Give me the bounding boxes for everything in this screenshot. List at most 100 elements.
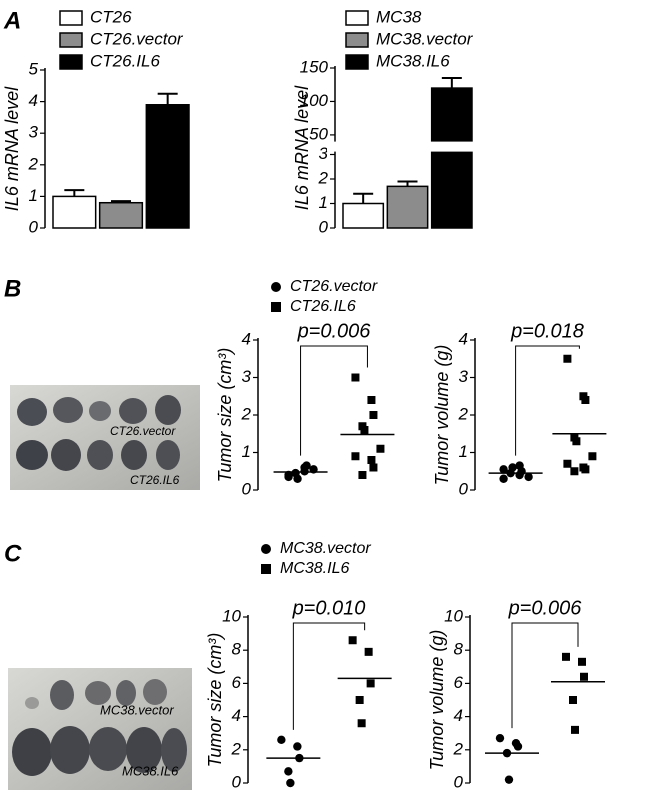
legend-label: CT26.IL6 (90, 51, 160, 70)
y-tick-label: 100 (300, 91, 329, 110)
legend-label: MC38.vector (376, 29, 474, 48)
point (513, 742, 523, 751)
bar (98, 201, 144, 229)
legend-label: MC38.IL6 (376, 51, 450, 70)
p-value: p=0.018 (510, 320, 584, 342)
bar (145, 104, 190, 229)
bar (430, 87, 473, 229)
y-tick-label: 2 (318, 168, 329, 187)
significance-bracket (300, 345, 368, 456)
y-tick-label: 3 (459, 367, 469, 386)
legend-swatch (59, 54, 83, 70)
y-tick-label: 6 (232, 673, 242, 692)
point (504, 775, 514, 784)
y-tick-label: 4 (454, 706, 463, 725)
point (580, 672, 588, 681)
y-tick-label: 2 (453, 739, 464, 758)
y-tick-label: 1 (29, 186, 38, 205)
point (284, 767, 293, 776)
point (508, 463, 517, 472)
point (355, 696, 364, 704)
photo-label: CT26.vector (110, 424, 176, 438)
point (366, 679, 375, 688)
significance-bracket (292, 622, 366, 730)
point (578, 657, 586, 666)
legend-marker (261, 564, 271, 574)
y-tick-label: 1 (319, 193, 328, 212)
panel-letter: A (3, 7, 21, 34)
point (581, 465, 590, 474)
y-axis-label: Tumor volume (g) (427, 630, 447, 771)
point (515, 461, 524, 470)
point (376, 444, 385, 453)
y-tick-label: 4 (459, 329, 468, 348)
y-tick-label: 0 (459, 479, 469, 498)
y-tick-label: 0 (319, 217, 329, 236)
point (570, 467, 579, 476)
y-tick-label: 5 (29, 59, 39, 78)
legend-label: CT26 (90, 7, 132, 26)
point (360, 426, 369, 434)
legend-marker (271, 282, 281, 292)
point (351, 373, 360, 382)
y-tick-label: 4 (242, 329, 251, 348)
point (571, 725, 579, 734)
y-tick-label: 1 (459, 442, 468, 461)
point (286, 778, 295, 788)
legend-swatch (59, 10, 83, 26)
p-value: p=0.006 (508, 597, 583, 619)
y-tick-label: 10 (222, 606, 241, 625)
significance-bracket (515, 345, 580, 456)
point (569, 696, 577, 704)
y-axis-label: IL6 mRNA level (292, 85, 312, 210)
point (524, 472, 533, 482)
point (495, 733, 505, 743)
y-tick-label: 150 (300, 57, 329, 76)
y-tick-label: 4 (29, 91, 38, 110)
y-axis-label: Tumor size (cm³) (215, 348, 235, 483)
legend-swatch (59, 32, 83, 48)
point (367, 396, 376, 404)
point (367, 456, 376, 464)
bar (386, 185, 429, 229)
legend-swatch (345, 54, 369, 70)
significance-bracket (511, 622, 579, 729)
point (358, 471, 367, 479)
p-value: p=0.010 (292, 597, 366, 619)
bar (342, 202, 385, 229)
y-axis-label: Tumor volume (g) (432, 345, 452, 486)
point (277, 735, 286, 745)
photo-label: CT26.IL6 (130, 473, 180, 487)
legend-label: CT26.vector (290, 278, 378, 295)
y-tick-label: 3 (29, 123, 39, 142)
legend-label: MC38.IL6 (280, 560, 349, 577)
point (588, 452, 597, 461)
point (300, 463, 309, 472)
point (357, 719, 366, 728)
axis-break (327, 141, 478, 152)
photo-b (10, 385, 200, 490)
y-axis-label: Tumor size (cm³) (205, 633, 225, 768)
point (572, 437, 581, 446)
y-axis-label: IL6 mRNA level (2, 86, 22, 211)
y-tick-label: 0 (232, 772, 242, 791)
point (562, 652, 570, 661)
y-tick-label: 50 (309, 124, 328, 143)
y-tick-label: 0 (29, 217, 39, 236)
y-tick-label: 8 (454, 640, 464, 659)
point (499, 465, 508, 474)
point (293, 474, 302, 483)
y-tick-label: 1 (242, 442, 251, 461)
legend-marker (271, 302, 281, 312)
p-value: p=0.006 (297, 320, 372, 342)
legend-label: CT26.IL6 (290, 298, 356, 315)
y-tick-label: 8 (232, 640, 242, 659)
y-tick-label: 0 (242, 479, 252, 498)
panel-letter: B (4, 275, 21, 302)
point (364, 647, 373, 656)
point (284, 470, 293, 480)
photo-label: MC38.vector (100, 702, 174, 717)
bar (52, 195, 97, 229)
legend-marker (261, 544, 271, 554)
